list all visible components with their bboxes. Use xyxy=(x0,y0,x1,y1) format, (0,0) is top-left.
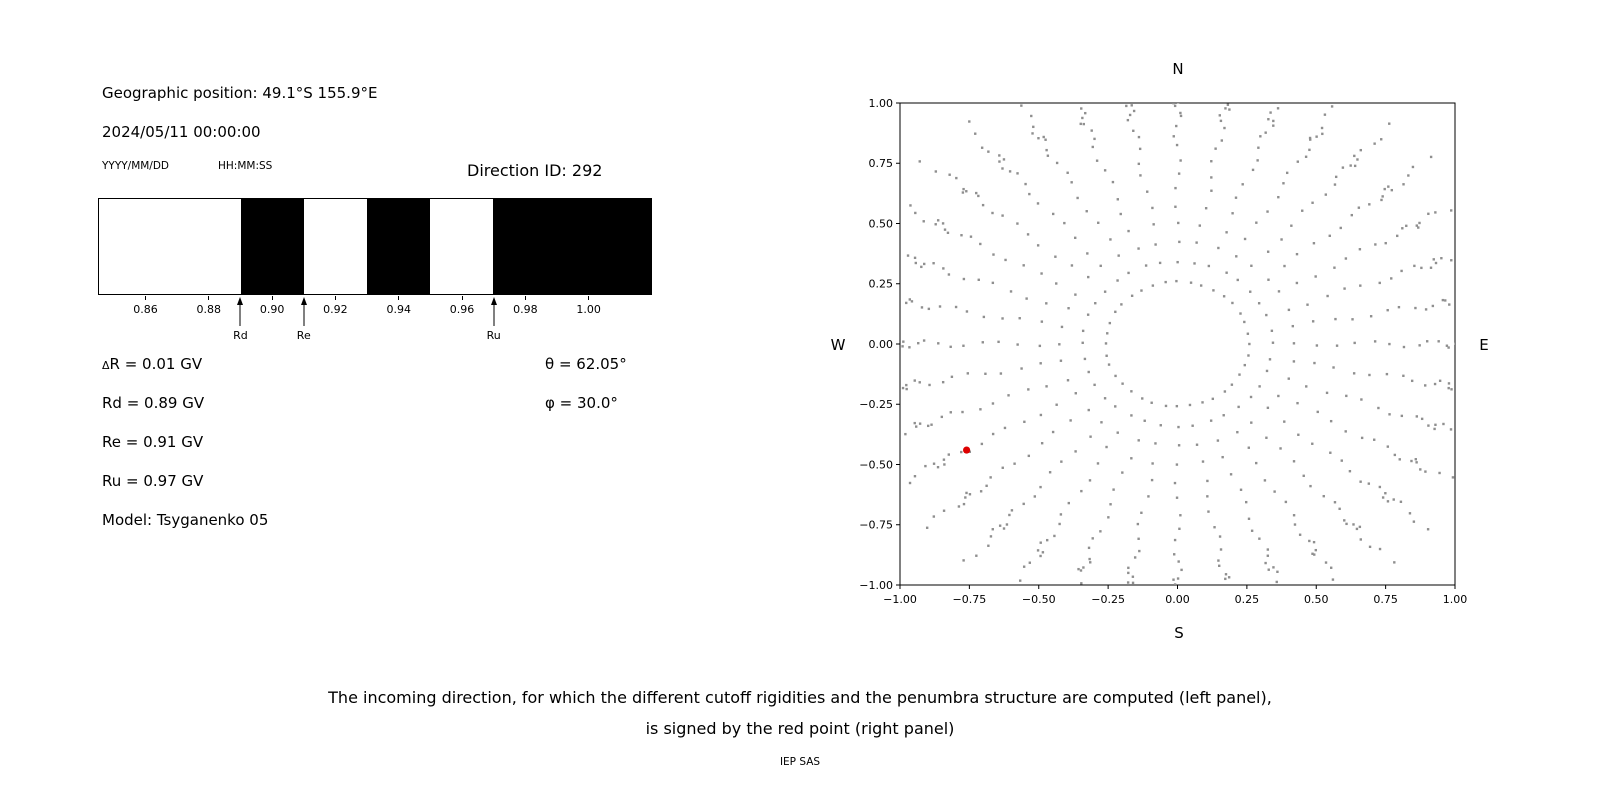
selected-direction-red-point xyxy=(963,446,971,454)
asymptotic-direction-dots xyxy=(901,103,1455,585)
penumbra-tick xyxy=(208,296,210,300)
up-arrow-icon xyxy=(490,297,497,326)
asymptotic-directions-plot: −1.00 −0.75 −0.50 −0.25 0.00 0.25 0.50 0.75 1.00… xyxy=(859,97,1468,606)
credit-label: IEP SAS xyxy=(779,756,821,768)
penumbra-tick-label: 1.00 xyxy=(576,303,601,316)
x-tick-label: 0.75 xyxy=(1373,593,1398,606)
compass-south-label: S xyxy=(1174,624,1184,642)
penumbra-tick-label: 0.92 xyxy=(323,303,348,316)
cutoff-marker-label: Ru xyxy=(486,329,501,342)
plot-frame xyxy=(899,102,1456,586)
y-tick-label: 0.25 xyxy=(869,278,894,291)
x-tick-label: −0.25 xyxy=(1091,593,1125,606)
penumbra-tick xyxy=(524,296,526,300)
penumbra-axis: 0.86 0.88 0.90 0.92 0.94 0.96 0.98 1.00 xyxy=(98,296,652,322)
up-arrow-icon xyxy=(237,297,244,326)
x-tick-label: 0.25 xyxy=(1235,593,1260,606)
penumbra-band xyxy=(367,199,431,294)
x-tick-label: 0.50 xyxy=(1304,593,1329,606)
penumbra-band xyxy=(493,199,651,294)
x-tick-label: 1.00 xyxy=(1443,593,1468,606)
x-tick-label: −0.50 xyxy=(1022,593,1056,606)
cutoff-marker-label: Re xyxy=(296,329,311,342)
penumbra-tick-label: 0.94 xyxy=(386,303,411,316)
delta-r-value: ΔR = 0.01 GV xyxy=(102,355,203,373)
cutoff-marker-label: Rd xyxy=(233,329,248,342)
caption-line1: The incoming direction, for which the di… xyxy=(328,688,1272,707)
y-tick-label: −0.75 xyxy=(859,519,893,532)
y-tick-label: −1.00 xyxy=(859,579,893,592)
penumbra-band xyxy=(240,199,305,294)
rd-value: Rd = 0.89 GV xyxy=(102,394,205,412)
compass-east-label: E xyxy=(1479,336,1489,354)
penumbra-tick xyxy=(271,296,273,300)
penumbra-tick xyxy=(144,296,146,300)
penumbra-tick-label: 0.90 xyxy=(259,303,285,316)
penumbra-bar xyxy=(98,198,652,295)
penumbra-markers: Rd Re Ru xyxy=(98,295,652,349)
time-format-label: HH:MM:SS xyxy=(218,160,273,172)
x-tick-label: −0.75 xyxy=(953,593,987,606)
datetime-label: 2024/05/11 00:00:00 xyxy=(102,123,261,141)
penumbra-tick xyxy=(334,296,336,300)
compass-north-label: N xyxy=(1172,60,1184,78)
penumbra-tick-label: 0.86 xyxy=(133,303,158,316)
geo-position-label: Geographic position: 49.1°S 155.9°E xyxy=(102,84,378,102)
compass-west-label: W xyxy=(830,336,846,354)
penumbra-tick xyxy=(588,296,590,300)
penumbra-tick-label: 0.96 xyxy=(449,303,475,316)
ru-value: Ru = 0.97 GV xyxy=(102,472,204,490)
caption-line2: is signed by the red point (right panel) xyxy=(645,719,955,738)
re-value: Re = 0.91 GV xyxy=(102,433,204,451)
penumbra-tick-label: 0.88 xyxy=(196,303,222,316)
y-tick-label: 1.00 xyxy=(869,97,894,110)
x-tick-label: −1.00 xyxy=(883,593,917,606)
y-tick-label: 0.00 xyxy=(869,338,894,351)
y-tick-label: −0.50 xyxy=(859,458,893,471)
theta-value: θ = 62.05° xyxy=(545,355,627,373)
penumbra-tick xyxy=(461,296,463,300)
penumbra-tick-label: 0.98 xyxy=(513,303,538,316)
penumbra-tick xyxy=(398,296,400,300)
y-tick-label: 0.50 xyxy=(869,217,894,230)
up-arrow-icon xyxy=(300,297,307,326)
y-tick-label: 0.75 xyxy=(869,157,894,170)
direction-id-label: Direction ID: 292 xyxy=(467,161,603,180)
model-label: Model: Tsyganenko 05 xyxy=(102,511,269,529)
date-format-label: YYYY/MM/DD xyxy=(102,160,170,172)
phi-value: φ = 30.0° xyxy=(545,394,618,412)
y-tick-label: −0.25 xyxy=(859,398,893,411)
x-tick-label: 0.00 xyxy=(1165,593,1190,606)
